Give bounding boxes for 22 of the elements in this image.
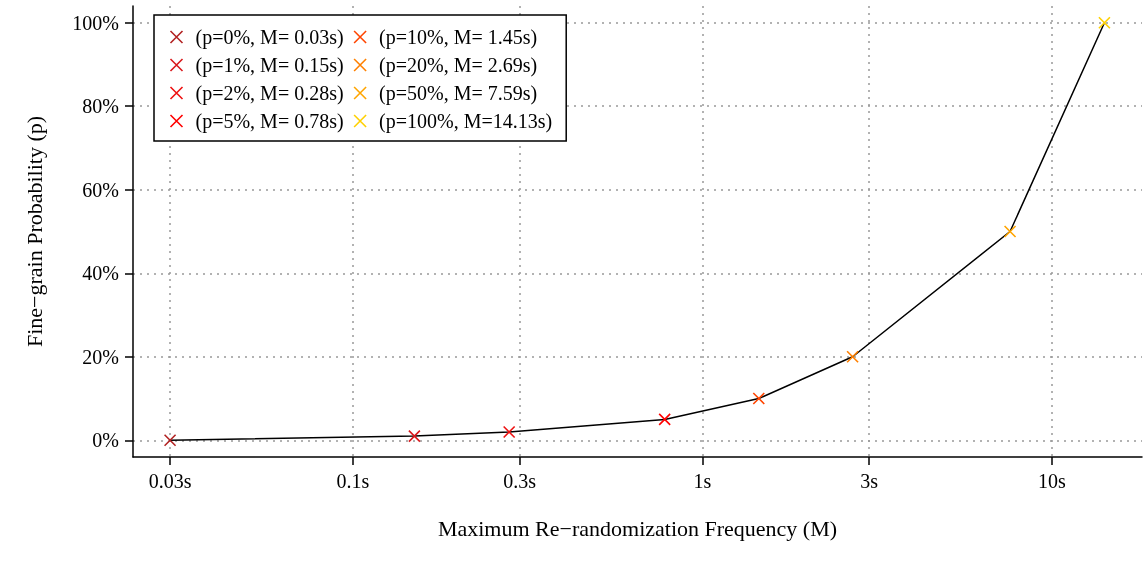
legend-label: (p=50%, M= 7.59s) <box>379 82 538 105</box>
x-tick-label: 3s <box>860 470 879 492</box>
legend-label: (p=1%, M= 0.15s) <box>195 54 344 77</box>
x-tick-label: 0.3s <box>503 470 537 492</box>
y-axis-title: Fine−grain Probability (p) <box>21 115 47 348</box>
legend-label: (p=2%, M= 0.28s) <box>195 82 344 105</box>
legend-label: (p=20%, M= 2.69s) <box>379 54 538 77</box>
y-tick-label: 80% <box>82 95 119 118</box>
y-tick-label: 40% <box>82 262 119 285</box>
x-tick-label: 10s <box>1038 470 1067 492</box>
y-tick-label: 100% <box>72 11 119 34</box>
legend-label: (p=5%, M= 0.78s) <box>195 110 344 133</box>
y-tick-label: 0% <box>92 429 119 452</box>
y-tick-label: 60% <box>82 178 119 201</box>
legend-label: (p=10%, M= 1.45s) <box>379 26 538 49</box>
legend-label: (p=100%, M=14.13s) <box>379 110 553 133</box>
y-tick-label: 20% <box>82 345 119 368</box>
x-tick-label: 0.1s <box>336 470 370 492</box>
legend-label: (p=0%, M= 0.03s) <box>195 26 344 49</box>
x-tick-label: 1s <box>693 470 712 492</box>
x-axis-title: Maximum Re−randomization Frequency (M) <box>437 515 838 541</box>
x-tick-label: 0.03s <box>148 470 192 492</box>
